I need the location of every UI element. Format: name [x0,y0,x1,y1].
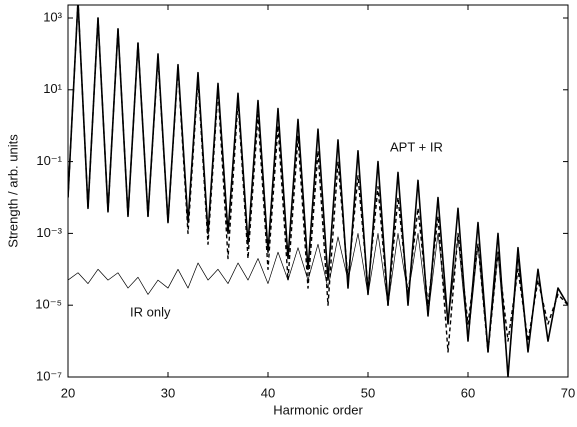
y-tick-label: 10⁻¹ [36,153,62,168]
x-tick-label: 20 [61,385,75,400]
series-annotation: APT + IR [390,139,443,154]
x-tick-label: 70 [561,385,575,400]
x-tick-label: 40 [261,385,275,400]
plot-area [68,5,568,377]
x-tick-label: 50 [361,385,375,400]
y-tick-label: 10⁻⁷ [36,368,62,383]
y-tick-label: 10¹ [43,81,62,96]
plot-frame [67,4,569,378]
series-annotation: IR only [130,304,171,319]
series-line [68,5,568,377]
x-axis-label: Harmonic order [273,402,363,417]
x-tick-label: 60 [461,385,475,400]
series-line [68,233,568,377]
y-tick-label: 10³ [43,9,62,24]
x-tick-label: 30 [161,385,175,400]
y-tick-label: 10⁻⁵ [35,297,62,312]
y-tick-label: 10⁻³ [36,225,62,240]
y-axis-label: Strength / arb. units [5,134,20,248]
